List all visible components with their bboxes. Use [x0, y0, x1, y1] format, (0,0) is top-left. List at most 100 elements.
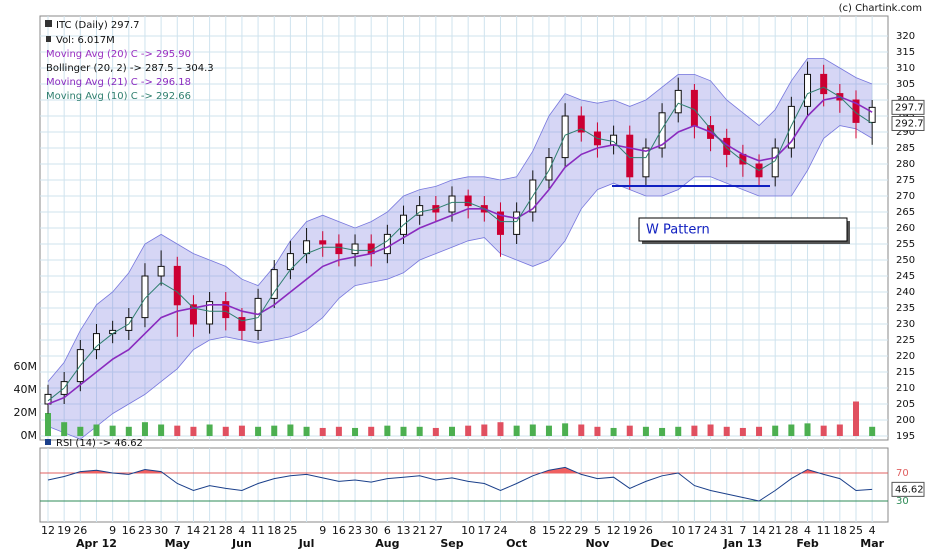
candle-body [416, 205, 424, 216]
y-tick-label: 250 [896, 255, 915, 266]
volume-bar [206, 424, 213, 436]
candle-body [383, 233, 391, 255]
volume-tick-label: 40M [14, 383, 38, 396]
x-tick-label: 29 [574, 524, 588, 537]
volume-bar [723, 426, 730, 436]
candle-body [513, 211, 521, 235]
x-tick-label: 30 [154, 524, 168, 537]
month-label: Apr 12 [76, 537, 117, 550]
y-tick-label: 215 [896, 367, 915, 378]
volume-bar [465, 425, 472, 436]
month-label: Nov [585, 537, 610, 550]
y-tick-label: 270 [896, 191, 915, 202]
month-label: Aug [375, 537, 399, 550]
volume-bar [255, 426, 262, 436]
volume-bar [400, 426, 407, 436]
volume-bar [756, 426, 763, 436]
month-label: Jul [298, 537, 315, 550]
ma-line [47, 95, 873, 405]
x-tick-label: 5 [594, 524, 601, 537]
candle-body [157, 265, 165, 277]
x-tick-label: 28 [219, 524, 233, 537]
x-tick-label: 15 [542, 524, 556, 537]
y-tick-label: 285 [896, 143, 915, 154]
legend-entry: Moving Avg (20) C -> 295.90 [46, 49, 191, 60]
x-tick-label: 18 [267, 524, 281, 537]
x-tick-label: 31 [720, 524, 734, 537]
y-tick-label: 265 [896, 207, 915, 218]
volume-bar [675, 426, 682, 436]
volume-bar [869, 426, 876, 436]
x-tick-label: 11 [817, 524, 831, 537]
candle-body [206, 301, 214, 325]
volume-bar [594, 426, 601, 436]
price-box [891, 115, 925, 131]
volume-bar [804, 423, 811, 436]
y-tick-label: 275 [896, 175, 915, 186]
chart-title: ITC (Daily) 297.7 [56, 20, 140, 31]
volume-bar [319, 427, 326, 436]
candle-body [141, 275, 149, 319]
x-tick-label: 21 [768, 524, 782, 537]
volume-bar [836, 424, 843, 436]
volume-bar [125, 426, 132, 436]
candle-body [804, 73, 812, 107]
month-label: Oct [506, 537, 527, 550]
x-tick-label: 24 [493, 524, 507, 537]
rsi-box [891, 481, 925, 497]
x-tick-label: 4 [238, 524, 245, 537]
x-tick-label: 16 [332, 524, 346, 537]
candle-body [464, 195, 472, 207]
volume-bar [238, 425, 245, 436]
y-tick-label: 205 [896, 399, 915, 410]
y-tick-label: 225 [896, 335, 915, 346]
bollinger-band [48, 58, 873, 440]
y-tick-label: 235 [896, 303, 915, 314]
candle-body [92, 333, 100, 351]
volume-bar [529, 424, 536, 436]
volume-bar [481, 424, 488, 436]
volume-bar [610, 427, 617, 436]
candle-body [561, 115, 569, 159]
y-tick-label: 255 [896, 239, 915, 250]
candle-body [868, 106, 876, 123]
x-tick-label: 13 [397, 524, 411, 537]
volume-bar [335, 426, 342, 436]
rsi-tick-label: 70 [896, 468, 909, 479]
x-tick-label: 7 [739, 524, 746, 537]
x-tick-label: 11 [251, 524, 265, 537]
y-tick-label: 290 [896, 127, 915, 138]
volume-bar [174, 425, 181, 436]
month-label: Sep [440, 537, 463, 550]
x-tick-label: 19 [57, 524, 71, 537]
candle-body [787, 105, 795, 149]
x-tick-label: 27 [429, 524, 443, 537]
x-tick-label: 10 [461, 524, 475, 537]
month-label: Jun [231, 537, 252, 550]
x-tick-label: 23 [348, 524, 362, 537]
x-tick-label: 4 [869, 524, 876, 537]
month-label: Mar [860, 537, 884, 550]
x-tick-label: 25 [849, 524, 863, 537]
annotation-text: W Pattern [646, 223, 710, 238]
candle-body [303, 240, 311, 255]
volume-bar [77, 426, 84, 436]
y-tick-label: 320 [896, 31, 915, 42]
volume-tick-label: 0M [21, 429, 38, 442]
x-tick-label: 23 [138, 524, 152, 537]
y-tick-label: 240 [896, 287, 915, 298]
volume-bar [497, 422, 504, 436]
candle-body [238, 317, 246, 331]
annotation-box [638, 217, 848, 242]
price-box [891, 99, 925, 115]
volume-bar [93, 424, 100, 436]
candle-body [626, 134, 634, 178]
x-tick-label: 19 [623, 524, 637, 537]
y-tick-label: 260 [896, 223, 915, 234]
x-tick-label: 16 [122, 524, 136, 537]
rsi-line [47, 466, 873, 502]
candle-body [674, 89, 682, 114]
candle-body [496, 211, 504, 235]
volume-bar [222, 426, 229, 436]
month-label: May [165, 537, 190, 550]
